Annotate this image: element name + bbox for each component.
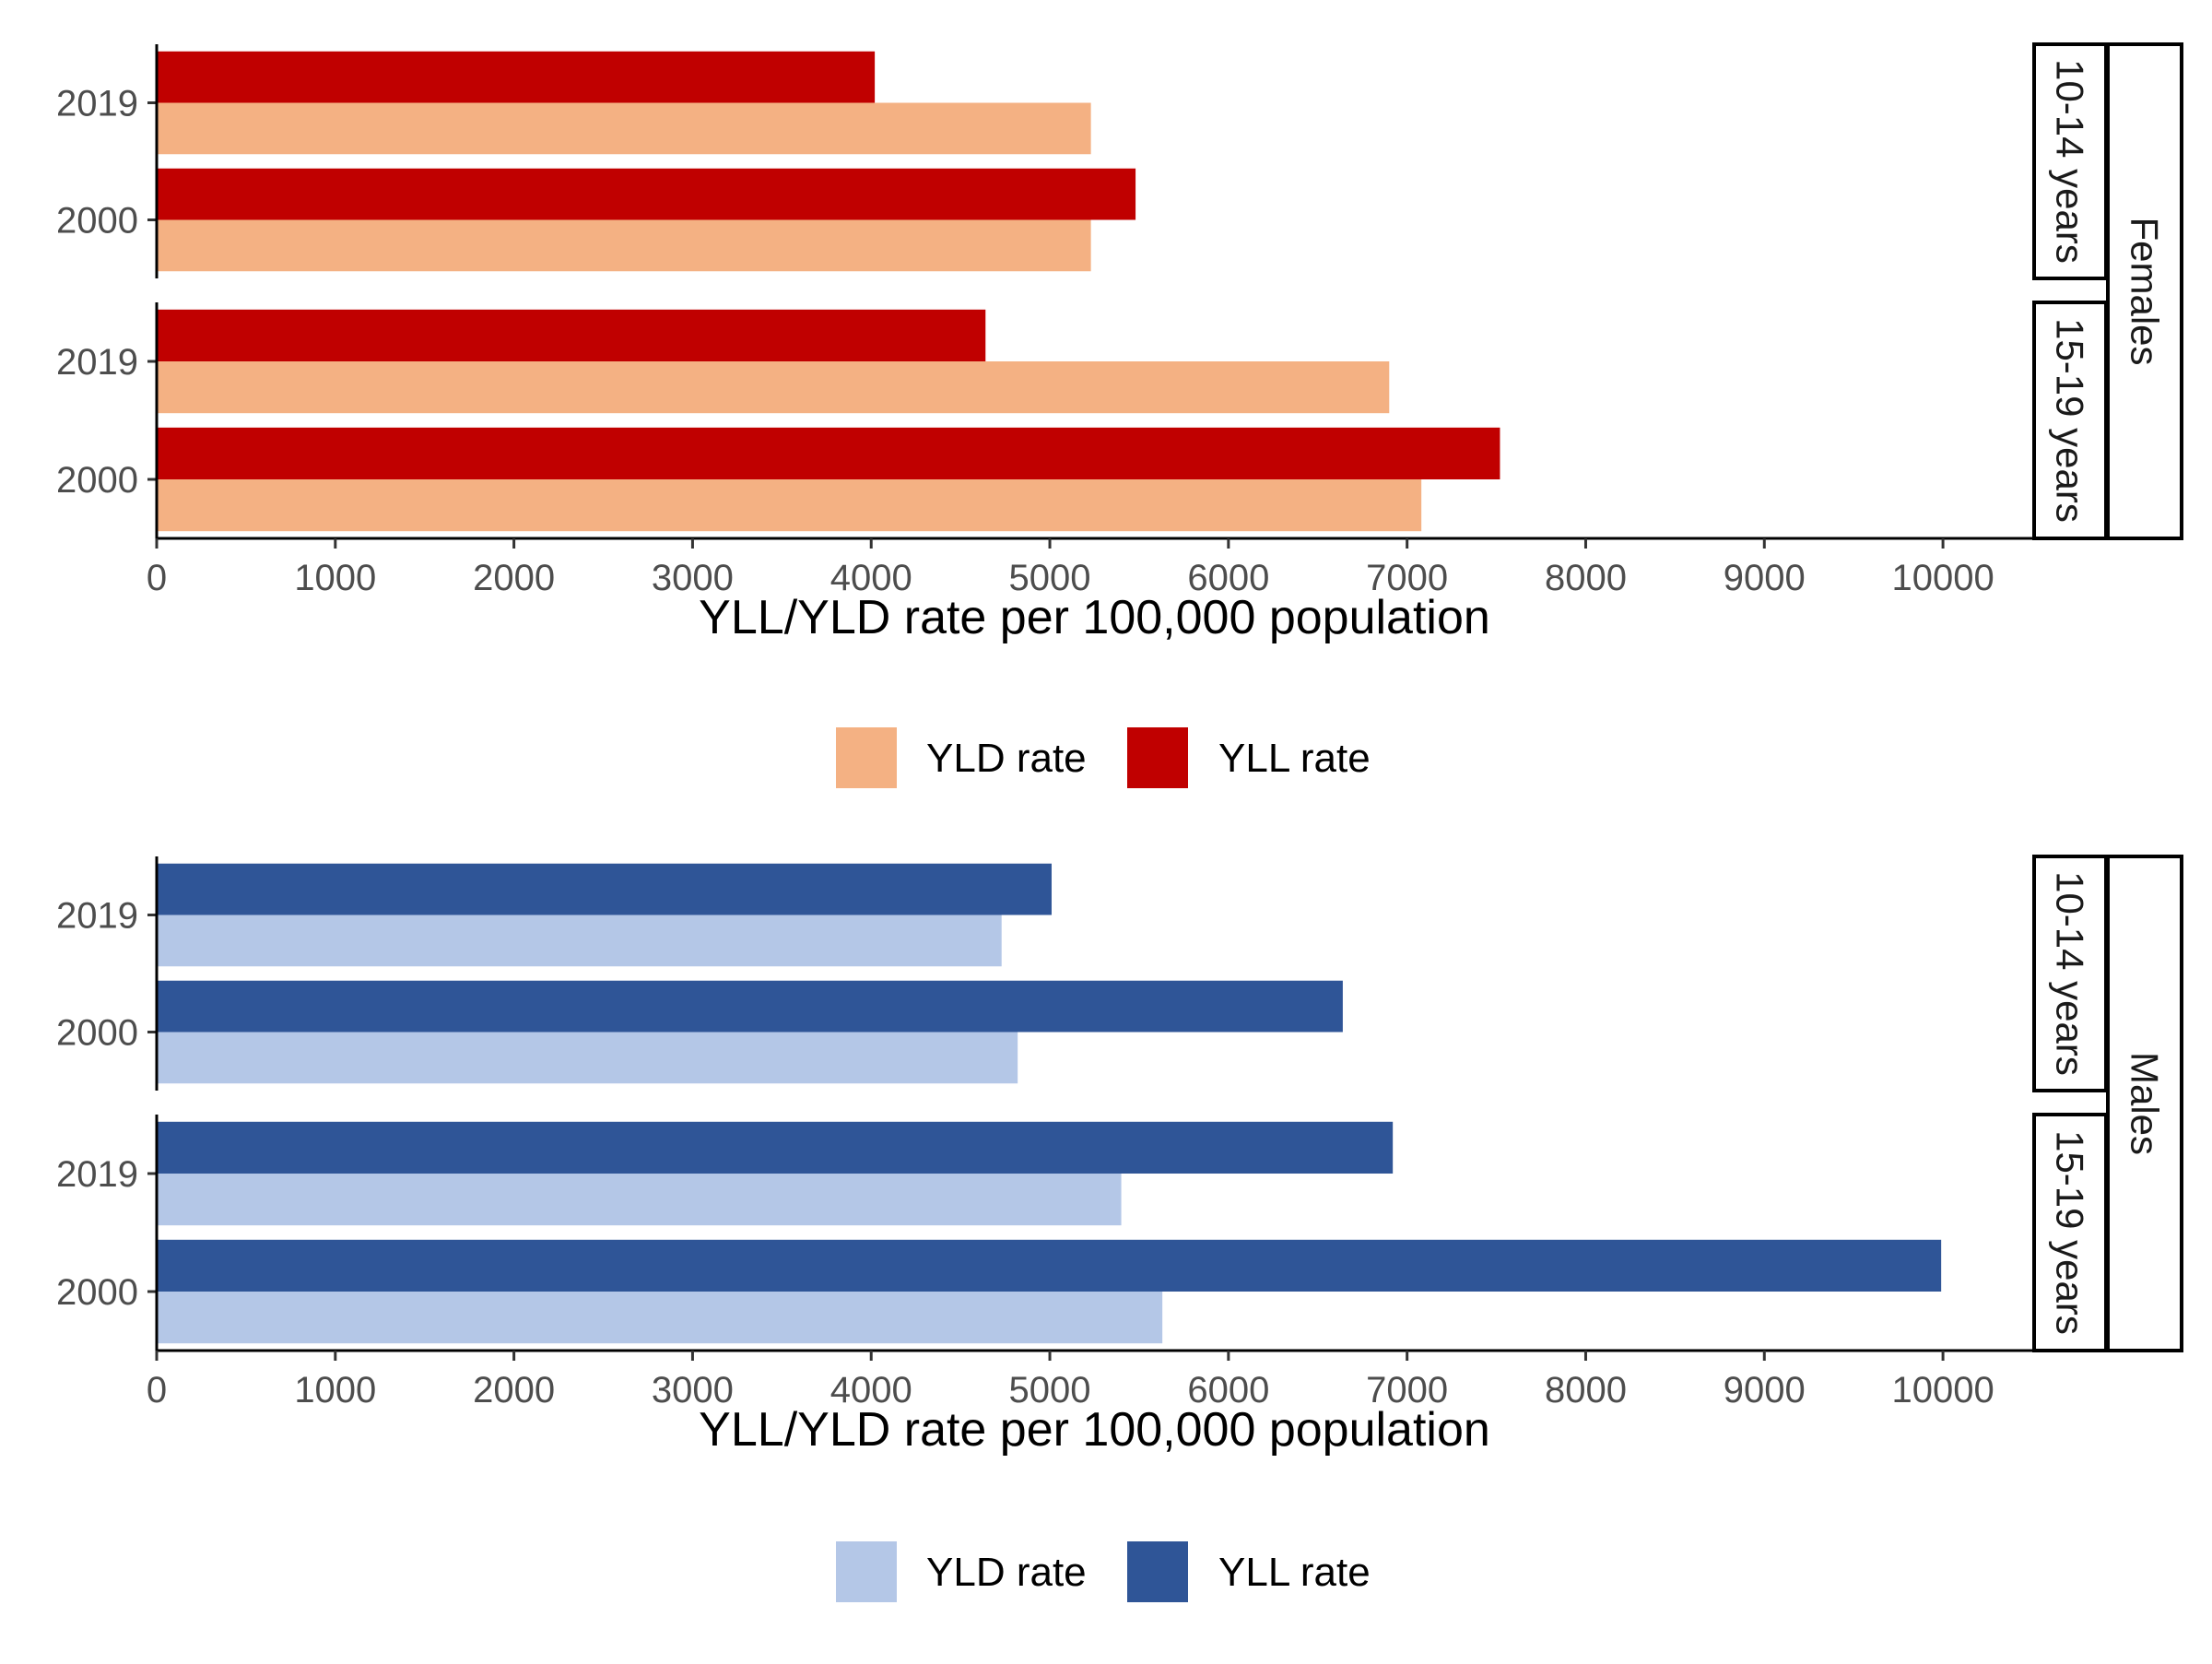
x-tick-label: 0	[147, 558, 167, 598]
age-strip-label: 10-14 years	[2049, 59, 2092, 264]
legend-label-yld-rate: YLD rate	[926, 736, 1087, 781]
age-strip-box	[2032, 42, 2108, 280]
bar-yld-rate-2019	[157, 102, 1091, 155]
legend-key-yll-rate	[1127, 727, 1188, 788]
y-tick-label: 2019	[56, 342, 138, 383]
y-tick-label: 2000	[56, 1013, 138, 1054]
age-strip-box	[2032, 1113, 2108, 1352]
legend-label-yll-rate: YLL rate	[1218, 736, 1371, 781]
legend: YLD rate YLL rate	[836, 1541, 1371, 1602]
y-tick-label: 2019	[56, 1154, 138, 1195]
x-axis-title: YLL/YLD rate per 100,000 population	[699, 591, 1490, 644]
x-tick-label: 2000	[473, 558, 555, 598]
legend: YLD rate YLL rate	[836, 727, 1371, 788]
y-tick-label: 2000	[56, 201, 138, 242]
bar-yld-rate-2000	[157, 1032, 1018, 1084]
x-tick-label: 4000	[830, 1370, 912, 1410]
bar-yll-rate-2019	[157, 51, 876, 103]
legend-key-yld-rate	[836, 727, 897, 788]
x-tick-label: 5000	[1009, 558, 1091, 598]
x-tick-label: 9000	[1724, 558, 1806, 598]
legend-key-yll-rate	[1127, 1541, 1188, 1602]
y-tick-label: 2000	[56, 1272, 138, 1313]
bar-yld-rate-2019	[157, 361, 1390, 414]
bar-yll-rate-2000	[157, 427, 1500, 479]
x-tick-label: 7000	[1366, 1370, 1448, 1410]
bar-yld-rate-2019	[157, 915, 1002, 967]
legend-key-yld-rate	[836, 1541, 897, 1602]
sex-strip-box	[2106, 42, 2183, 540]
age-strip-label: 10-14 years	[2049, 871, 2092, 1076]
age-strip-box	[2032, 855, 2108, 1092]
sex-strip-box	[2106, 855, 2183, 1352]
x-tick-label: 6000	[1187, 1370, 1269, 1410]
bar-yld-rate-2000	[157, 1292, 1163, 1344]
bar-yll-rate-2000	[157, 168, 1136, 220]
bar-yld-rate-2019	[157, 1174, 1122, 1226]
panel-10-14-years: 2019 2000 10-14 years	[56, 855, 2108, 1092]
panel-10-14-years: 2019 2000 10-14 years	[56, 42, 2108, 280]
age-strip-label: 15-19 years	[2049, 318, 2092, 523]
x-tick-label: 1000	[294, 558, 376, 598]
bar-yld-rate-2000	[157, 219, 1091, 272]
bar-yll-rate-2019	[157, 1121, 1394, 1174]
sex-strip-label: Females	[2124, 217, 2167, 365]
x-axis-title: YLL/YLD rate per 100,000 population	[699, 1403, 1490, 1457]
legend-label-yld-rate: YLD rate	[926, 1550, 1087, 1595]
bar-yll-rate-2000	[157, 1239, 1942, 1292]
x-tick-label: 10000	[1891, 1370, 1994, 1410]
x-tick-label: 10000	[1891, 558, 1994, 598]
age-strip-label: 15-19 years	[2049, 1130, 2092, 1335]
x-tick-label: 3000	[652, 1370, 734, 1410]
x-tick-label: 8000	[1545, 1370, 1627, 1410]
chart-males: 2019 2000 10-14 years 2019 2000 15-19 years Ma…	[56, 855, 2183, 1602]
x-tick-label: 6000	[1187, 558, 1269, 598]
legend-label-yll-rate: YLL rate	[1218, 1550, 1371, 1595]
x-tick-label: 8000	[1545, 558, 1627, 598]
bar-yll-rate-2000	[157, 980, 1343, 1033]
x-tick-label: 2000	[473, 1370, 555, 1410]
x-tick-label: 0	[147, 1370, 167, 1410]
bar-yld-rate-2000	[157, 479, 1422, 532]
sex-strip-label: Males	[2124, 1052, 2167, 1155]
y-tick-label: 2019	[56, 896, 138, 937]
bar-yll-rate-2019	[157, 863, 1052, 915]
bar-yll-rate-2019	[157, 309, 986, 361]
x-tick-label: 3000	[652, 558, 734, 598]
panel-15-19-years: 2019 2000 15-19 years	[56, 301, 2108, 540]
panel-15-19-years: 2019 2000 15-19 years	[56, 1113, 2108, 1352]
y-tick-label: 2000	[56, 460, 138, 501]
x-tick-label: 5000	[1009, 1370, 1091, 1410]
x-tick-label: 1000	[294, 1370, 376, 1410]
x-tick-label: 4000	[830, 558, 912, 598]
x-tick-label: 7000	[1366, 558, 1448, 598]
chart-females: 2019 2000 10-14 years 2019 2000 15-19 years Fe…	[56, 42, 2183, 788]
x-tick-label: 9000	[1724, 1370, 1806, 1410]
y-tick-label: 2019	[56, 84, 138, 124]
